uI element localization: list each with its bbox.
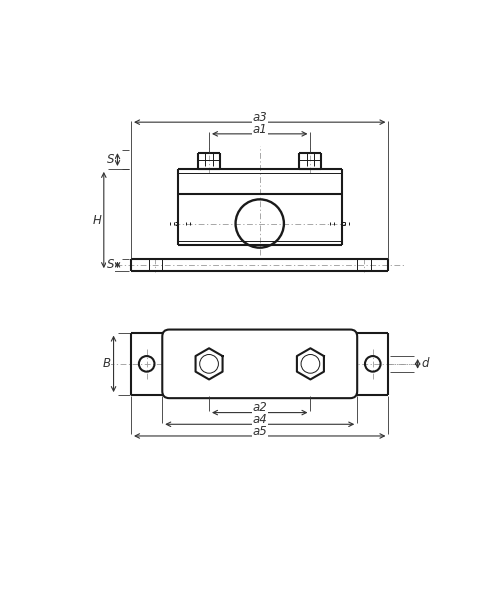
Text: a3: a3 bbox=[253, 111, 267, 124]
Text: S: S bbox=[107, 153, 114, 166]
Text: S: S bbox=[107, 259, 114, 272]
Text: a4: a4 bbox=[253, 413, 267, 426]
Text: a1: a1 bbox=[253, 122, 267, 136]
Text: a5: a5 bbox=[253, 425, 267, 438]
Text: H: H bbox=[93, 214, 101, 226]
Text: a2: a2 bbox=[253, 401, 267, 414]
Text: B: B bbox=[103, 358, 111, 370]
Text: d: d bbox=[422, 358, 429, 370]
FancyBboxPatch shape bbox=[162, 330, 357, 398]
